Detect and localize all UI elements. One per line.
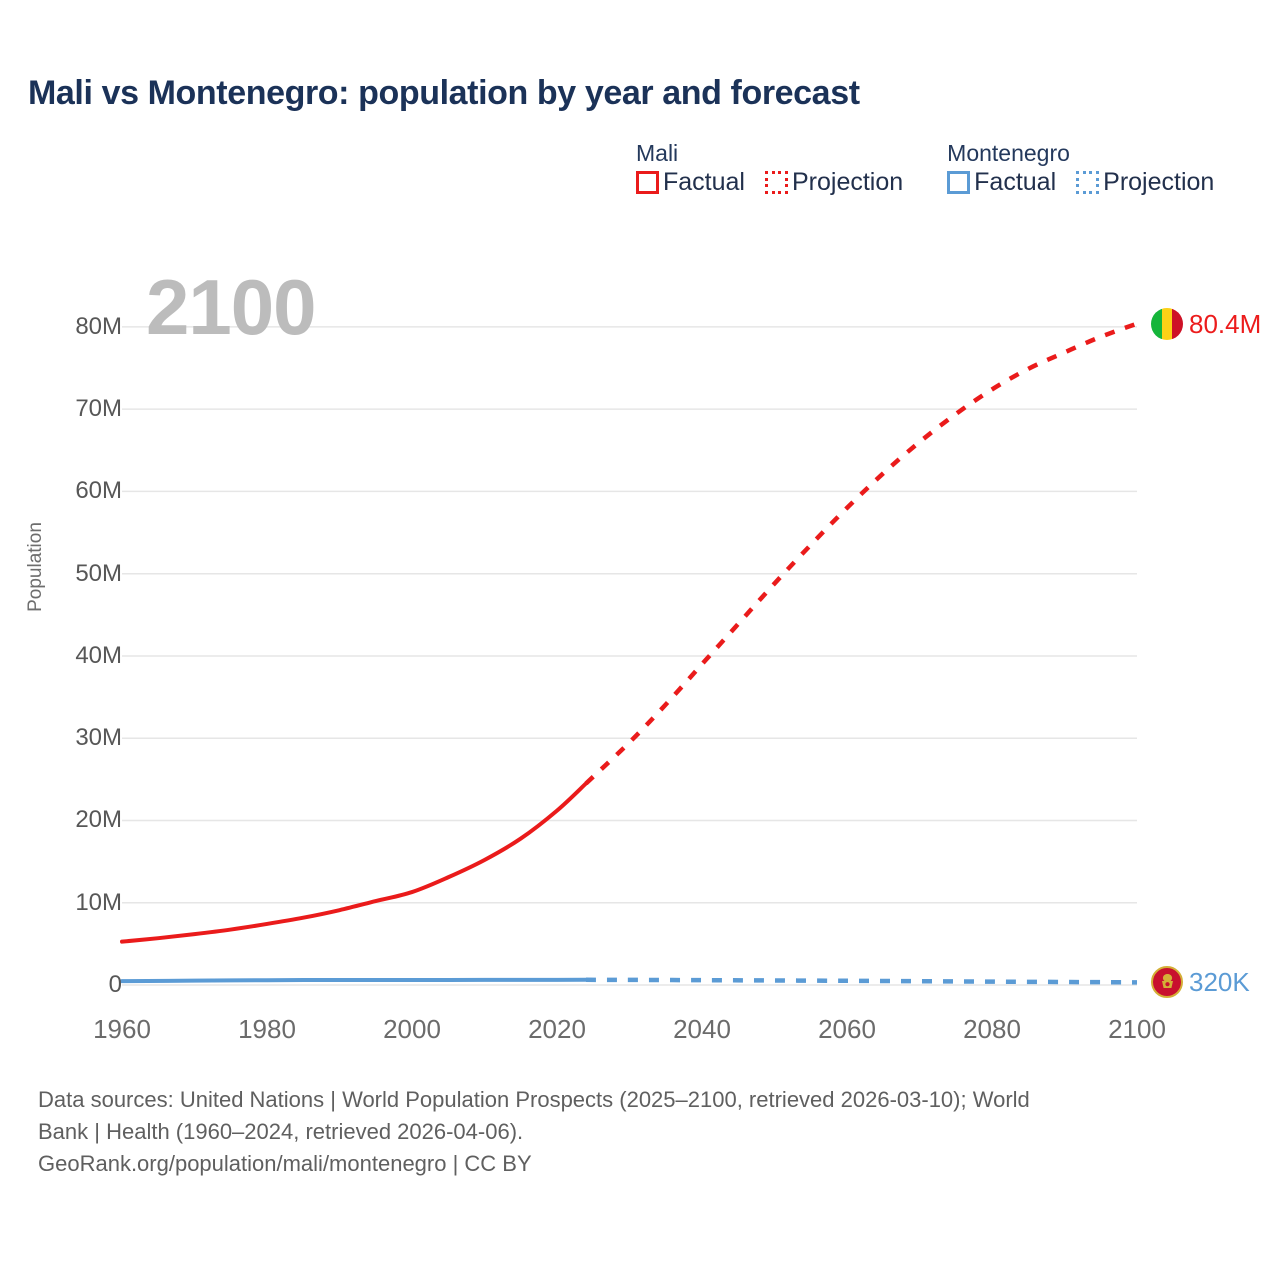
legend-swatch-dotted-icon xyxy=(1076,171,1100,195)
series-line-factual-montenegro xyxy=(120,977,588,984)
endpoint-value-montenegro: 320K xyxy=(1189,967,1250,998)
legend-group-title-mali: Mali xyxy=(636,140,679,166)
series-line-projection-mali xyxy=(584,321,1138,786)
legend-item-label: Projection xyxy=(791,168,904,197)
chart-legend: Mali Factual Projection Montenegro Factu… xyxy=(636,140,1214,195)
x-axis-tick-label: 2080 xyxy=(963,1014,1021,1044)
montenegro-crest-icon xyxy=(1161,973,1173,988)
legend-group-mali: Mali Factual Projection xyxy=(636,140,903,195)
montenegro-flag-icon xyxy=(1151,966,1183,999)
y-axis-title: Population xyxy=(25,522,46,612)
series-line-factual-mali xyxy=(120,781,588,944)
legend-items-mali: Factual Projection xyxy=(636,170,903,195)
legend-item-label: Factual xyxy=(663,168,745,197)
legend-swatch-solid-icon xyxy=(947,171,971,195)
endpoint-marker-mali: 80.4M xyxy=(1151,307,1262,340)
x-axis-tick-label: 1980 xyxy=(238,1014,296,1044)
y-axis-tick-label: 10M xyxy=(75,888,122,916)
legend-item-mali-projection[interactable]: Projection xyxy=(764,168,904,197)
y-axis-ticks: 0 10M 20M 30M 40M 50M 60M 70M 80M xyxy=(0,0,122,1280)
watermark-year: 2100 xyxy=(146,263,317,351)
x-axis-tick-label: 2060 xyxy=(818,1014,876,1044)
footer-line-2: Bank | Health (1960–2024, retrieved 2026… xyxy=(38,1118,524,1144)
x-axis-tick-label: 2040 xyxy=(673,1014,731,1044)
legend-items-montenegro: Factual Projection xyxy=(947,170,1214,195)
y-axis-tick-label: 30M xyxy=(75,724,122,752)
series-line-projection-montenegro xyxy=(585,977,1138,985)
footer-line-1: Data sources: United Nations | World Pop… xyxy=(38,1087,1030,1112)
x-axis-tick-label: 1960 xyxy=(93,1014,151,1044)
y-axis-tick-label: 40M xyxy=(75,641,122,669)
footer-attribution: Data sources: United Nations | World Pop… xyxy=(38,1084,1238,1180)
page-title: Mali vs Montenegro: population by year a… xyxy=(28,74,860,112)
legend-item-montenegro-factual[interactable]: Factual xyxy=(947,170,1056,195)
y-axis-tick-label: 20M xyxy=(75,806,122,834)
legend-group-montenegro: Montenegro Factual Projection xyxy=(947,140,1214,195)
legend-item-label: Projection xyxy=(1103,168,1215,197)
y-axis-tick-label: 80M xyxy=(75,312,122,340)
legend-swatch-dotted-icon xyxy=(764,171,788,195)
legend-group-title-montenegro: Montenegro xyxy=(947,140,1070,166)
x-axis-tick-label: 2020 xyxy=(528,1014,586,1044)
x-axis-tick-label: 2100 xyxy=(1108,1014,1166,1044)
endpoint-marker-montenegro: 320K xyxy=(1151,966,1250,999)
y-axis-tick-label: 60M xyxy=(75,477,122,505)
y-axis-tick-label: 50M xyxy=(75,559,122,587)
footer-line-3: GeoRank.org/population/mali/montenegro |… xyxy=(38,1150,532,1176)
y-axis-tick-label: 70M xyxy=(75,395,122,423)
endpoint-value-mali: 80.4M xyxy=(1189,308,1262,339)
x-axis-tick-label: 2000 xyxy=(383,1014,441,1044)
y-axis-tick-label: 0 xyxy=(108,971,122,998)
legend-item-label: Factual xyxy=(974,168,1057,197)
legend-item-montenegro-projection[interactable]: Projection xyxy=(1076,170,1214,195)
legend-swatch-solid-icon xyxy=(636,171,659,195)
legend-item-mali-factual[interactable]: Factual xyxy=(636,170,745,195)
mali-flag-icon xyxy=(1151,307,1183,340)
